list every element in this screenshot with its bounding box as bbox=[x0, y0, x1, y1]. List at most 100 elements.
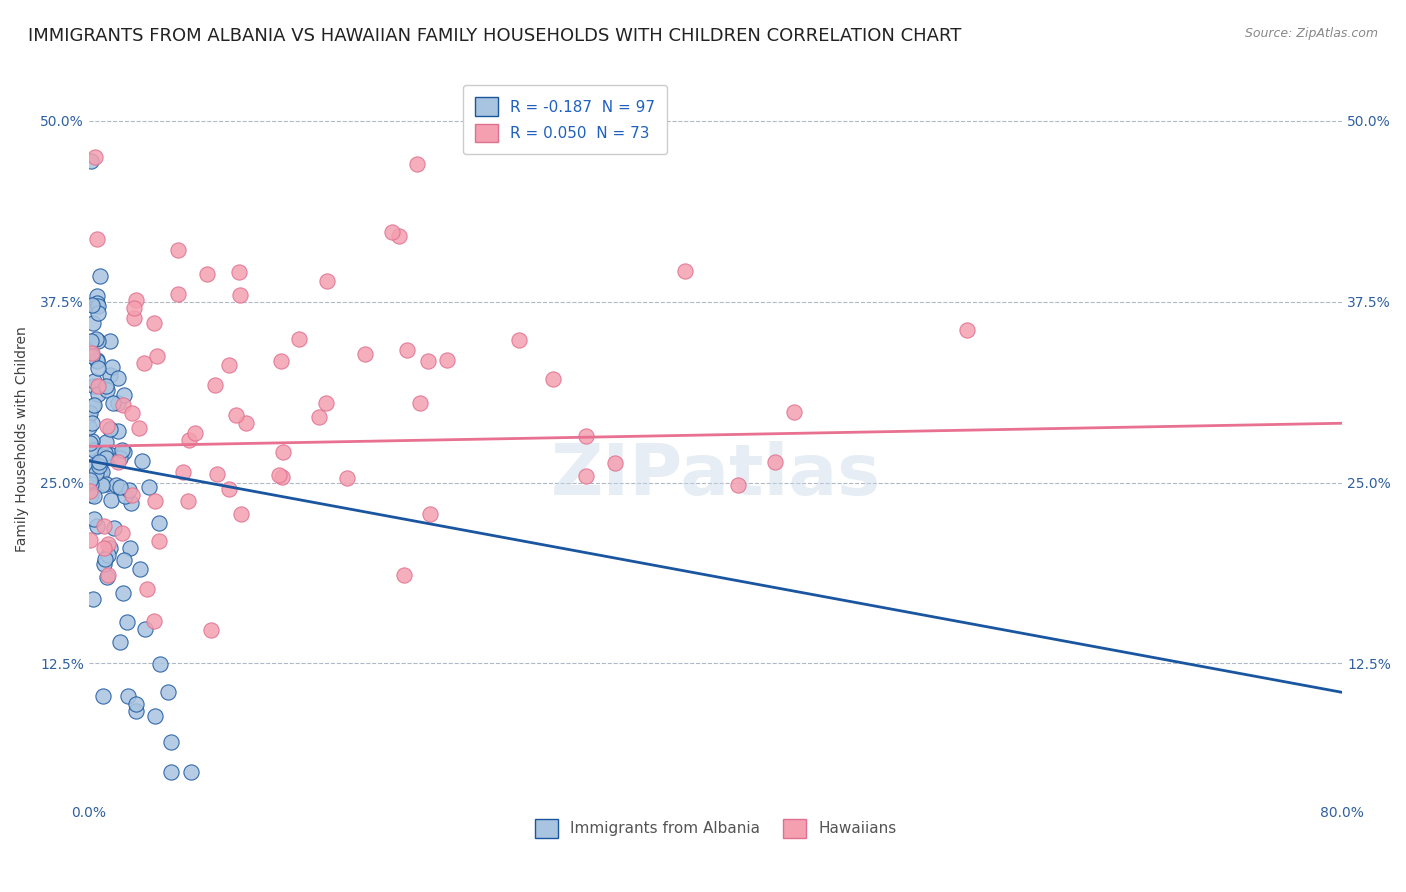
Point bbox=[87, 334, 110, 348]
Point bbox=[96, 418, 118, 433]
Point bbox=[287, 332, 309, 346]
Point bbox=[114, 489, 136, 503]
Point bbox=[575, 469, 598, 483]
Text: IMMIGRANTS FROM ALBANIA VS HAWAIIAN FAMILY HOUSEHOLDS WITH CHILDREN CORRELATION : IMMIGRANTS FROM ALBANIA VS HAWAIIAN FAMI… bbox=[28, 27, 962, 45]
Point bbox=[172, 465, 194, 479]
Point bbox=[125, 293, 148, 308]
Text: ZIPatlas: ZIPatlas bbox=[551, 441, 880, 510]
Point bbox=[157, 685, 180, 699]
Point bbox=[149, 657, 172, 671]
Point bbox=[167, 243, 190, 257]
Point bbox=[218, 482, 240, 496]
Point bbox=[87, 306, 110, 320]
Point bbox=[124, 697, 146, 711]
Point bbox=[86, 360, 108, 375]
Point bbox=[86, 518, 108, 533]
Point bbox=[107, 371, 129, 385]
Point bbox=[100, 493, 122, 508]
Point bbox=[112, 586, 135, 600]
Point bbox=[184, 426, 207, 441]
Point bbox=[416, 354, 439, 368]
Point bbox=[101, 359, 124, 374]
Point bbox=[83, 379, 105, 393]
Point bbox=[336, 471, 359, 485]
Point bbox=[235, 416, 257, 430]
Point bbox=[135, 582, 157, 597]
Point bbox=[83, 150, 105, 164]
Point bbox=[86, 296, 108, 310]
Point bbox=[94, 446, 117, 460]
Point bbox=[79, 343, 101, 358]
Point bbox=[112, 398, 135, 412]
Point bbox=[83, 298, 105, 312]
Point bbox=[80, 476, 103, 491]
Point bbox=[419, 507, 441, 521]
Point bbox=[143, 614, 166, 628]
Point bbox=[605, 457, 627, 471]
Point bbox=[436, 353, 458, 368]
Point bbox=[225, 409, 247, 423]
Point bbox=[97, 548, 120, 562]
Point bbox=[143, 493, 166, 508]
Point bbox=[409, 396, 432, 410]
Point bbox=[177, 433, 200, 447]
Point bbox=[160, 764, 183, 779]
Point bbox=[86, 354, 108, 368]
Point bbox=[122, 310, 145, 325]
Point bbox=[79, 473, 101, 487]
Point bbox=[79, 442, 101, 456]
Point bbox=[93, 541, 115, 555]
Point bbox=[167, 287, 190, 301]
Point bbox=[143, 708, 166, 723]
Point bbox=[112, 387, 135, 401]
Point bbox=[727, 478, 749, 492]
Point bbox=[956, 323, 979, 337]
Point bbox=[87, 379, 110, 393]
Point bbox=[138, 480, 160, 494]
Point bbox=[315, 395, 337, 409]
Point bbox=[100, 541, 122, 555]
Point bbox=[91, 690, 114, 704]
Point bbox=[91, 477, 114, 491]
Point bbox=[79, 408, 101, 422]
Point bbox=[94, 552, 117, 566]
Point bbox=[394, 567, 416, 582]
Point bbox=[82, 592, 104, 607]
Point bbox=[86, 289, 108, 303]
Point bbox=[82, 434, 104, 448]
Point bbox=[80, 346, 103, 360]
Point bbox=[273, 444, 295, 458]
Point bbox=[96, 378, 118, 392]
Point bbox=[117, 483, 139, 497]
Point bbox=[129, 562, 152, 576]
Point bbox=[112, 444, 135, 458]
Point bbox=[575, 429, 598, 443]
Point bbox=[89, 459, 111, 474]
Point bbox=[146, 349, 169, 363]
Point bbox=[354, 347, 377, 361]
Point bbox=[121, 488, 143, 502]
Point bbox=[131, 454, 153, 468]
Point bbox=[396, 343, 419, 357]
Point bbox=[83, 442, 105, 457]
Text: Source: ZipAtlas.com: Source: ZipAtlas.com bbox=[1244, 27, 1378, 40]
Point bbox=[229, 507, 252, 521]
Point bbox=[125, 704, 148, 718]
Point bbox=[782, 405, 804, 419]
Point bbox=[205, 467, 228, 482]
Point bbox=[80, 416, 103, 430]
Point bbox=[270, 470, 292, 484]
Point bbox=[93, 557, 115, 571]
Point bbox=[763, 455, 786, 469]
Point bbox=[108, 451, 131, 466]
Point bbox=[107, 396, 129, 410]
Point bbox=[200, 624, 222, 638]
Point bbox=[115, 615, 138, 629]
Point bbox=[120, 496, 142, 510]
Point bbox=[96, 570, 118, 584]
Point bbox=[160, 735, 183, 749]
Point bbox=[82, 399, 104, 413]
Point bbox=[96, 434, 118, 449]
Point bbox=[79, 436, 101, 450]
Point bbox=[79, 533, 101, 547]
